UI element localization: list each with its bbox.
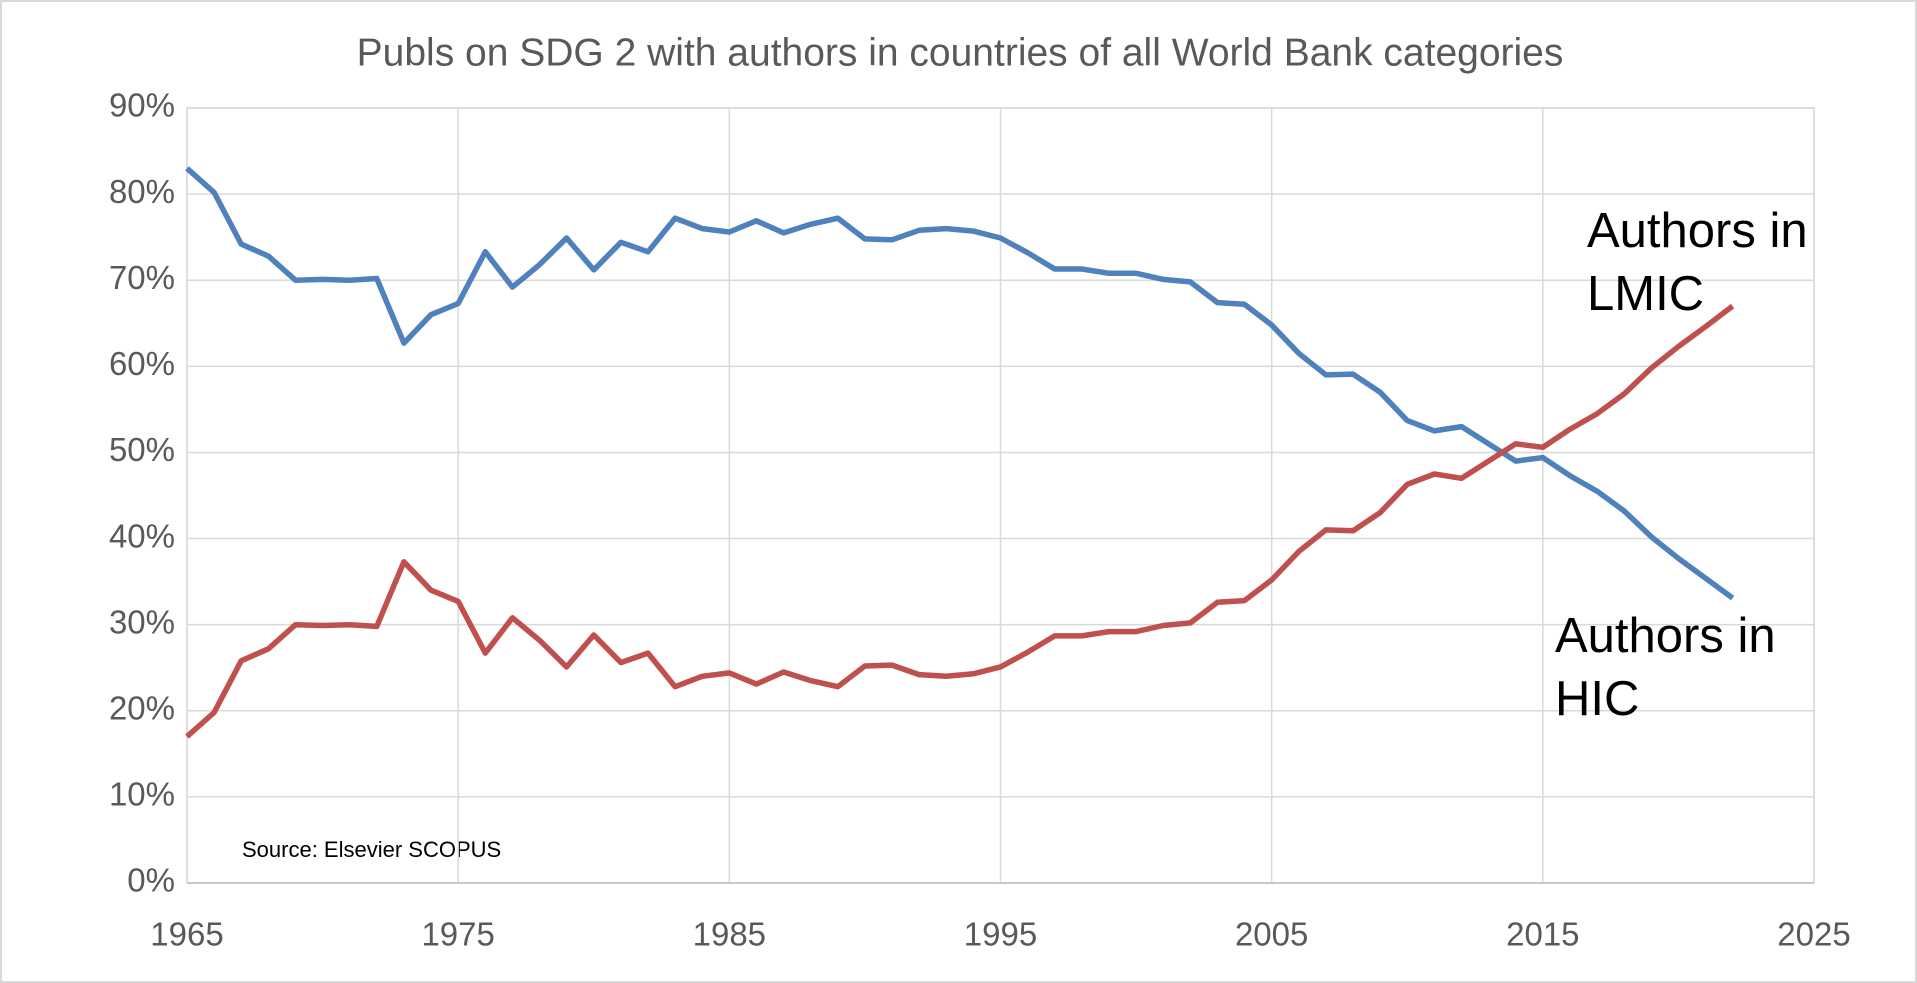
- y-tick-label: 50%: [109, 431, 175, 468]
- y-tick-label: 30%: [109, 603, 175, 640]
- y-tick-label: 10%: [109, 776, 175, 813]
- series-label: Authors in LMIC: [1587, 204, 1808, 321]
- y-tick-label: 70%: [109, 259, 175, 296]
- x-tick-label: 2005: [1235, 916, 1308, 953]
- x-tick-label: 2025: [1777, 916, 1850, 953]
- y-tick-label: 80%: [109, 173, 175, 210]
- data-line: [185, 303, 1735, 739]
- series-label: Authors in HIC: [1555, 609, 1776, 726]
- source-note: Source: Elsevier SCOPUS: [242, 837, 501, 862]
- x-tick-label: 2015: [1506, 916, 1579, 953]
- y-tick-label: 60%: [109, 345, 175, 382]
- data-line: [185, 166, 1735, 601]
- x-tick-label: 1965: [150, 916, 223, 953]
- y-tick-label: 90%: [109, 87, 175, 124]
- chart-title: Publs on SDG 2 with authors in countries…: [357, 31, 1564, 74]
- y-tick-label: 40%: [109, 517, 175, 554]
- y-tick-label: 20%: [109, 689, 175, 726]
- x-tick-label: 1985: [693, 916, 766, 953]
- x-tick-label: 1995: [964, 916, 1037, 953]
- y-tick-label: 0%: [127, 862, 175, 899]
- x-tick-label: 1975: [421, 916, 494, 953]
